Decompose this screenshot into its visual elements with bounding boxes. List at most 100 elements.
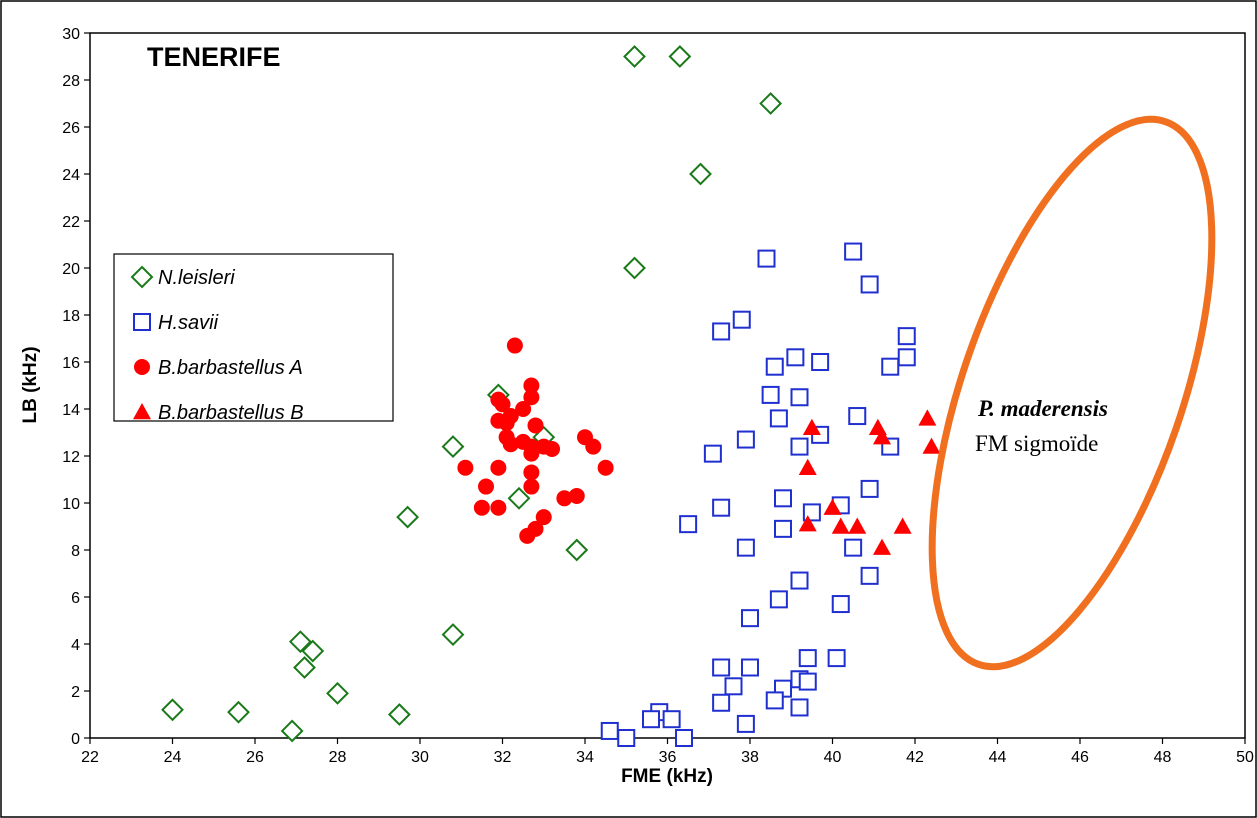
point-h-savii	[712, 322, 731, 341]
point-b-barbastellus-a	[502, 436, 519, 453]
point-b-barbastellus-b	[802, 418, 821, 435]
point-n-leisleri	[288, 630, 312, 654]
y-tick-label: 10	[62, 496, 80, 513]
point-n-leisleri	[507, 486, 531, 510]
y-tick-label: 16	[62, 355, 80, 372]
point-h-savii	[798, 672, 817, 691]
point-n-leisleri	[668, 45, 692, 68]
point-b-barbastellus-a	[498, 415, 515, 432]
point-n-leisleri	[301, 639, 325, 663]
point-n-leisleri	[396, 505, 420, 529]
point-b-barbastellus-a	[535, 509, 552, 526]
y-tick-label: 30	[62, 26, 80, 43]
point-n-leisleri	[759, 92, 783, 115]
y-tick-label: 22	[62, 214, 80, 231]
y-tick-label: 4	[71, 637, 80, 654]
y-tick-label: 2	[71, 684, 80, 701]
legend-marker-b-barbastellus-a	[134, 359, 150, 375]
point-b-barbastellus-a	[478, 478, 494, 495]
point-b-barbastellus-a	[523, 464, 540, 481]
point-h-savii	[765, 691, 784, 710]
x-tick-label: 32	[494, 749, 512, 766]
point-h-savii	[786, 348, 805, 367]
point-b-barbastellus-a	[544, 440, 560, 457]
x-tick-label: 24	[164, 749, 182, 766]
point-b-barbastellus-b	[873, 428, 891, 445]
point-b-barbastellus-b	[831, 517, 850, 534]
point-h-savii	[774, 489, 792, 508]
point-b-barbastellus-a	[490, 499, 507, 516]
point-b-barbastellus-b	[798, 515, 817, 532]
point-n-leisleri	[387, 703, 411, 726]
point-b-barbastellus-a	[473, 499, 490, 516]
point-h-savii	[732, 310, 751, 329]
point-b-barbastellus-a	[523, 377, 540, 394]
point-b-barbastellus-a	[556, 490, 573, 507]
point-h-savii	[736, 430, 755, 449]
x-tick-label: 30	[411, 749, 429, 766]
point-h-savii	[811, 353, 830, 371]
point-b-barbastellus-b	[848, 517, 867, 534]
point-h-savii	[741, 609, 759, 628]
point-n-leisleri	[623, 256, 646, 280]
x-axis-title: FME (kHz)	[621, 766, 713, 787]
x-tick-label: 36	[659, 749, 677, 766]
point-b-barbastellus-b	[798, 458, 817, 475]
point-h-savii	[765, 357, 784, 376]
legend-marker-h-savii	[133, 313, 151, 331]
x-tick-label: 38	[741, 749, 759, 766]
x-tick-label: 34	[576, 749, 594, 766]
annotation-label-species: P. maderensis	[977, 396, 1108, 421]
point-h-savii	[741, 658, 759, 677]
point-h-savii	[897, 348, 916, 367]
legend-marker-b-barbastellus-b	[133, 403, 151, 420]
point-h-savii	[848, 407, 867, 426]
point-n-leisleri	[161, 698, 184, 722]
point-h-savii	[712, 693, 731, 712]
data-points	[161, 45, 941, 747]
point-b-barbastellus-b	[893, 517, 912, 534]
legend-marker-n-leisleri	[130, 265, 154, 289]
point-n-leisleri	[293, 656, 316, 679]
legend-label-b-barbastellus-a: B.barbastellus A	[158, 357, 303, 379]
point-h-savii	[897, 327, 916, 346]
annotation-label-call: FM sigmoïde	[975, 431, 1098, 456]
point-b-barbastellus-a	[527, 417, 544, 434]
chart-title: TENERIFE	[147, 42, 281, 72]
point-h-savii	[761, 385, 780, 404]
point-b-barbastellus-b	[918, 409, 937, 426]
point-b-barbastellus-a	[523, 445, 540, 462]
point-h-savii	[724, 677, 743, 696]
point-n-leisleri	[227, 700, 250, 724]
point-n-leisleri	[565, 538, 589, 562]
x-tick-label: 26	[246, 749, 264, 766]
point-b-barbastellus-a	[519, 527, 536, 544]
point-b-barbastellus-a	[523, 478, 540, 495]
x-tick-label: 28	[329, 749, 347, 766]
y-tick-label: 24	[62, 167, 80, 184]
legend-label-n-leisleri: N.leisleri	[158, 267, 235, 289]
y-axis-title: LB (kHz)	[20, 346, 41, 423]
point-h-savii	[860, 275, 879, 294]
point-h-savii	[774, 519, 792, 538]
point-h-savii	[679, 515, 698, 534]
point-h-savii	[831, 595, 850, 614]
point-h-savii	[662, 710, 681, 729]
point-h-savii	[790, 437, 809, 456]
legend: N.leisleri H.savii B.barbastellus A B.barba…	[113, 253, 394, 424]
point-h-savii	[617, 729, 636, 747]
point-h-savii	[736, 538, 755, 557]
x-tick-label: 46	[1071, 749, 1089, 766]
point-b-barbastellus-b	[873, 538, 891, 555]
x-tick-label: 42	[906, 749, 924, 766]
point-b-barbastellus-a	[523, 389, 540, 406]
point-n-leisleri	[441, 623, 465, 647]
point-h-savii	[736, 714, 755, 733]
point-h-savii	[827, 649, 846, 668]
point-b-barbastellus-b	[823, 498, 842, 515]
point-h-savii	[642, 710, 660, 729]
point-h-savii	[881, 357, 900, 376]
x-tick-label: 50	[1236, 749, 1254, 766]
